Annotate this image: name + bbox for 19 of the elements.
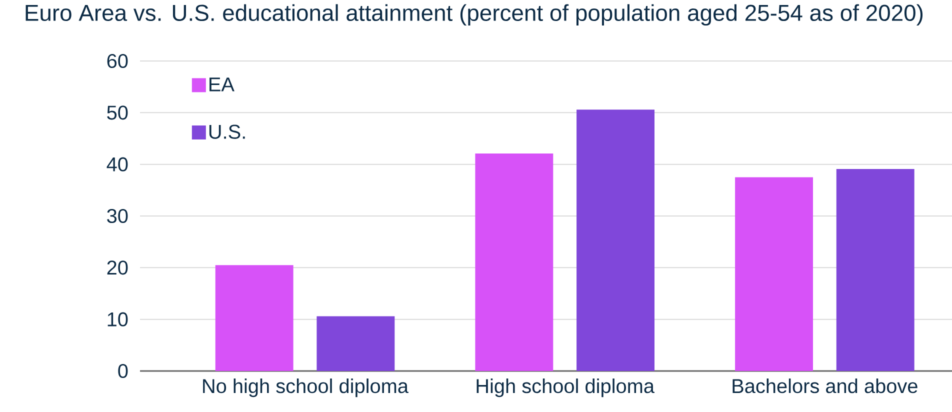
bar (316, 316, 395, 371)
x-tick-label: No high school diploma (203, 378, 409, 398)
legend-label: EA (210, 78, 234, 92)
bar (576, 110, 654, 371)
bar (475, 153, 554, 371)
y-tick-label: 60 (107, 54, 128, 68)
x-tick-label: High school diploma (476, 378, 654, 398)
y-tick-label: 30 (107, 208, 128, 224)
y-tick-label: 50 (107, 106, 128, 120)
y-tick-label: 0 (118, 364, 128, 378)
y-tick-label: 20 (107, 260, 128, 275)
y-tick-label: 10 (108, 312, 128, 326)
y-tick-label: 40 (106, 157, 128, 172)
legend-label: U.S. (209, 124, 245, 139)
bar (735, 177, 813, 371)
chart-title: Euro Area vs. U.S. educational attainment (percent of population aged 25-54 as of 2020) (26, 4, 923, 26)
bar (215, 265, 294, 371)
x-tick-label: Bachelors and above (732, 378, 918, 394)
bar (836, 168, 914, 371)
